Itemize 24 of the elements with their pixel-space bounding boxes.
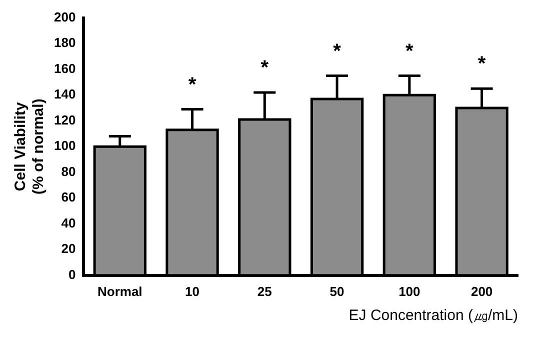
y-tick-label: 120 — [54, 112, 76, 128]
annotation: * — [406, 40, 414, 62]
y-tick-label: 100 — [54, 138, 76, 154]
annotation: * — [333, 40, 342, 62]
y-tick-label: 40 — [61, 215, 76, 230]
annotation: * — [260, 57, 269, 80]
y-axis-title: Cell Viability (% of normal) — [12, 98, 48, 195]
annotation: * — [478, 53, 486, 76]
x-tick-label: 10 — [185, 284, 200, 299]
y-tick-label: 160 — [54, 60, 76, 76]
x-tick-label: 50 — [330, 284, 344, 299]
x-tick-label: 100 — [398, 284, 420, 299]
y-tick-label: 20 — [61, 241, 76, 256]
annotation: * — [188, 74, 196, 96]
x-tick-label: Normal — [97, 284, 142, 299]
x-axis-title: EJ Concentration (㎍/mL) — [348, 307, 518, 324]
y-tick-label: 0 — [68, 266, 76, 282]
y-tick-label: 140 — [54, 86, 76, 102]
y-tick-label: 80 — [61, 164, 76, 179]
x-tick-label: 200 — [470, 284, 493, 299]
y-tick-label: 200 — [54, 9, 76, 24]
y-tick-label: 60 — [61, 190, 76, 205]
x-tick-label: 25 — [257, 284, 272, 299]
y-tick-label: 180 — [54, 35, 76, 50]
